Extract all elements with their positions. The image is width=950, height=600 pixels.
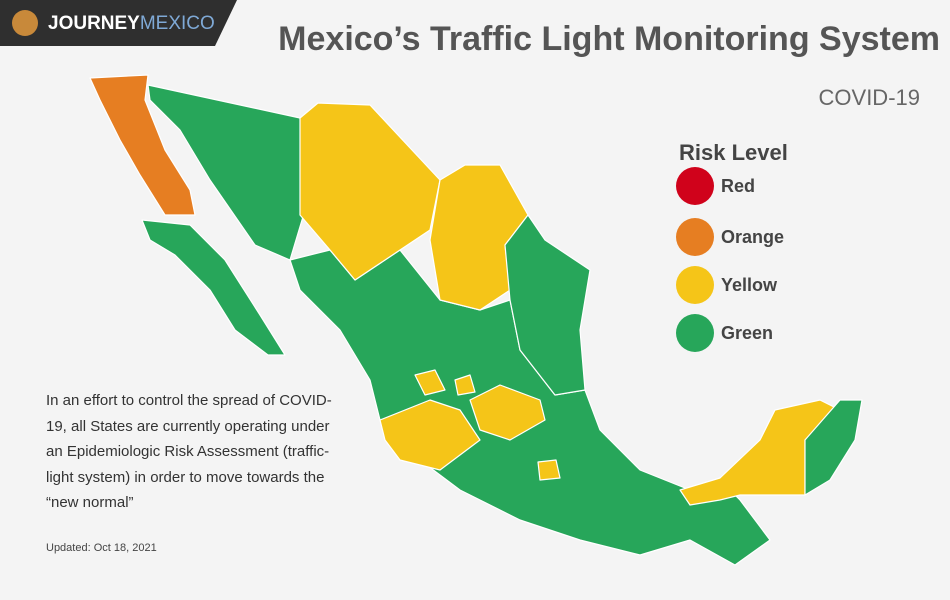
subtitle: COVID-19 bbox=[819, 85, 920, 110]
logo-background bbox=[0, 0, 237, 46]
region bbox=[414, 369, 446, 396]
legend-label: Red bbox=[721, 176, 755, 196]
region bbox=[537, 459, 561, 481]
legend-swatch bbox=[676, 167, 714, 205]
region bbox=[141, 219, 286, 356]
region bbox=[89, 74, 196, 216]
legend-title: Risk Level bbox=[679, 140, 788, 165]
legend-label: Yellow bbox=[721, 275, 778, 295]
logo-secondary: MEXICO bbox=[140, 13, 215, 34]
region bbox=[504, 214, 591, 396]
region bbox=[804, 399, 863, 496]
region bbox=[299, 102, 441, 281]
legend-label: Orange bbox=[721, 227, 784, 247]
region bbox=[454, 374, 476, 396]
description: In an effort to control the spread of CO… bbox=[46, 392, 332, 511]
region bbox=[379, 399, 481, 471]
legend-swatch bbox=[676, 266, 714, 304]
map bbox=[89, 74, 863, 566]
legend-label: Green bbox=[721, 323, 773, 343]
logo-primary: JOURNEY bbox=[48, 13, 140, 34]
updated-date: Updated: Oct 18, 2021 bbox=[46, 542, 157, 554]
title: Mexico’s Traffic Light Monitoring System bbox=[278, 20, 940, 58]
logo-text: JOURNEYMEXICO bbox=[48, 13, 215, 34]
region bbox=[469, 384, 546, 441]
logo-emblem bbox=[12, 10, 38, 36]
legend-swatch bbox=[676, 218, 714, 256]
legend-swatch bbox=[676, 314, 714, 352]
